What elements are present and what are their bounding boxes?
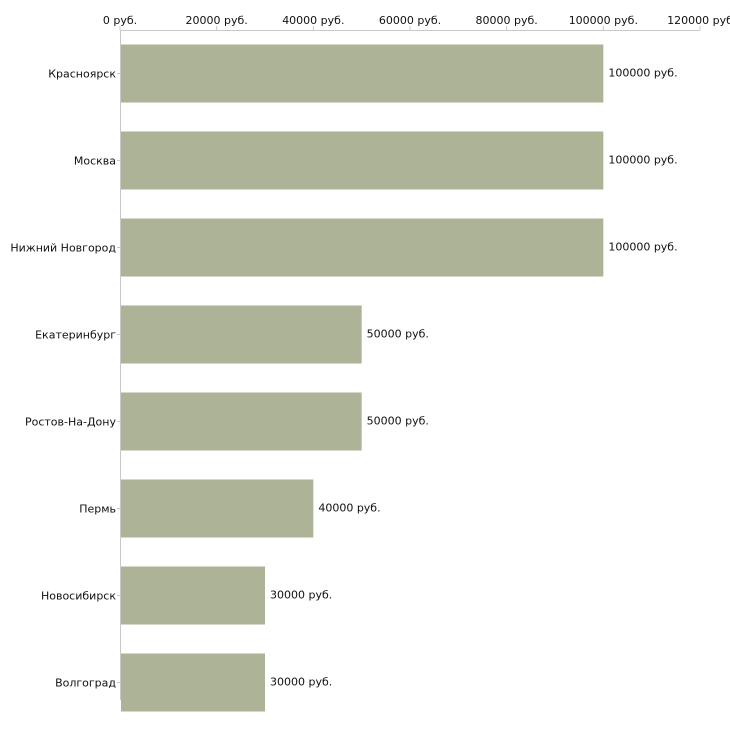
bar bbox=[121, 653, 265, 712]
bar bbox=[121, 44, 604, 103]
category-label: Нижний Новгород bbox=[10, 242, 116, 255]
bar bbox=[121, 479, 314, 538]
bar bbox=[121, 566, 265, 625]
bars: Красноярск 100000 руб. Москва 100000 руб. Ни… bbox=[10, 44, 678, 712]
category-label: Волгоград bbox=[55, 677, 116, 690]
value-label: 100000 руб. bbox=[608, 241, 677, 254]
category-label: Новосибирск bbox=[41, 590, 116, 603]
category-label: Красноярск bbox=[48, 68, 116, 81]
value-label: 100000 руб. bbox=[608, 154, 677, 167]
value-label: 30000 руб. bbox=[270, 676, 332, 689]
x-axis-ticks: 0 руб. 20000 руб. 40000 руб. 60000 руб. 8000… bbox=[103, 14, 730, 30]
bar bbox=[121, 131, 604, 190]
category-label: Ростов-На-Дону bbox=[25, 416, 116, 429]
x-tick-label: 100000 руб. bbox=[569, 14, 638, 27]
value-label: 30000 руб. bbox=[270, 589, 332, 602]
x-tick-label: 120000 руб bbox=[667, 14, 730, 27]
value-label: 50000 руб. bbox=[367, 415, 429, 428]
bar bbox=[121, 392, 362, 451]
value-label: 40000 руб. bbox=[318, 502, 380, 515]
value-label: 50000 руб. bbox=[367, 328, 429, 341]
x-tick-label: 0 руб. bbox=[103, 14, 137, 27]
x-tick-label: 60000 руб. bbox=[379, 14, 441, 27]
category-label: Екатеринбург bbox=[35, 329, 116, 342]
x-tick-label: 80000 руб. bbox=[476, 14, 538, 27]
value-label: 100000 руб. bbox=[608, 67, 677, 80]
bar bbox=[121, 218, 604, 277]
axes bbox=[120, 30, 700, 700]
category-label: Пермь bbox=[79, 503, 116, 516]
x-tick-label: 20000 руб. bbox=[186, 14, 248, 27]
category-label: Москва bbox=[74, 155, 116, 168]
bar bbox=[121, 305, 362, 364]
x-tick-label: 40000 руб. bbox=[282, 14, 344, 27]
